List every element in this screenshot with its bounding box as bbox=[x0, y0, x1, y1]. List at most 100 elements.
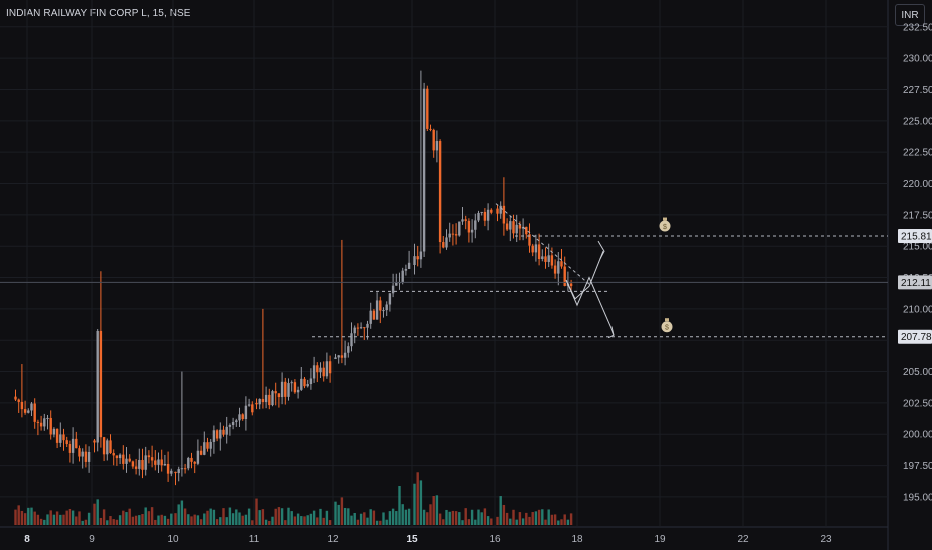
candle-body bbox=[366, 323, 369, 328]
candle-body bbox=[413, 256, 416, 265]
candle-body bbox=[231, 422, 235, 426]
volume-bar bbox=[59, 514, 62, 525]
volume-bar bbox=[96, 499, 99, 525]
volume-bar bbox=[429, 504, 432, 525]
candle-body bbox=[27, 410, 30, 413]
volume-bar bbox=[144, 507, 147, 525]
candle-body bbox=[215, 430, 219, 439]
candle-body bbox=[426, 88, 429, 129]
volume-bar bbox=[515, 519, 518, 525]
candle-body bbox=[190, 457, 193, 462]
price-tag-label: 212.11 bbox=[901, 278, 931, 289]
volume-bar bbox=[284, 520, 287, 525]
volume-bar bbox=[454, 511, 458, 525]
candle-body bbox=[353, 327, 356, 334]
candle-body bbox=[534, 244, 538, 253]
candle-body bbox=[78, 448, 81, 457]
candle-body bbox=[277, 393, 281, 398]
candle-body bbox=[251, 404, 254, 413]
volume-bar bbox=[231, 513, 235, 525]
volume-bar bbox=[334, 501, 337, 525]
candle-body bbox=[544, 256, 547, 262]
volume-bars bbox=[14, 472, 573, 525]
candle-body bbox=[196, 450, 200, 464]
candle-body bbox=[550, 255, 554, 266]
volume-bar bbox=[458, 512, 461, 525]
candle-body bbox=[65, 440, 68, 445]
volume-bar bbox=[350, 515, 353, 525]
candle-body bbox=[322, 367, 325, 377]
volume-bar bbox=[55, 511, 59, 525]
volume-bar bbox=[20, 510, 24, 525]
candle-body bbox=[477, 212, 480, 221]
volume-bar bbox=[560, 519, 563, 525]
volume-bar bbox=[340, 497, 344, 525]
candle-body bbox=[518, 224, 522, 229]
volume-bar bbox=[544, 519, 547, 525]
candle-body bbox=[241, 414, 244, 420]
volume-bar bbox=[490, 518, 493, 525]
candle-body bbox=[480, 211, 483, 213]
candle-body bbox=[343, 352, 347, 358]
candle-body bbox=[46, 417, 49, 419]
candle-body bbox=[467, 220, 471, 233]
time-tick-label: 8 bbox=[24, 534, 30, 545]
time-tick-label: 18 bbox=[571, 534, 583, 545]
candle-body bbox=[106, 440, 109, 455]
candle-body bbox=[225, 426, 228, 435]
candle-body bbox=[531, 245, 534, 253]
volume-bar bbox=[287, 507, 290, 525]
volume-bar bbox=[477, 509, 480, 525]
candle-body bbox=[39, 422, 43, 427]
price-axis[interactable]: 232.50 230.00 227.50 225.00 222.50 220.00 217.… bbox=[898, 22, 932, 503]
volume-bar bbox=[531, 512, 534, 525]
candle-body bbox=[36, 421, 40, 423]
volume-bar bbox=[84, 519, 88, 525]
volume-bar bbox=[118, 515, 122, 525]
candle-body bbox=[379, 300, 382, 311]
candle-body bbox=[328, 361, 332, 374]
volume-bar bbox=[14, 509, 17, 525]
volume-bar bbox=[138, 515, 141, 525]
volume-bar bbox=[199, 519, 203, 525]
volume-bar bbox=[496, 516, 499, 525]
volume-bar bbox=[68, 508, 72, 525]
volume-bar bbox=[62, 514, 65, 525]
candle-body bbox=[17, 399, 20, 402]
candle-body bbox=[401, 270, 404, 283]
candle-body bbox=[451, 233, 455, 235]
volume-bar bbox=[71, 510, 75, 525]
volume-bar bbox=[157, 515, 160, 525]
volume-bar bbox=[422, 509, 426, 525]
volume-bar bbox=[347, 508, 350, 525]
candle-body bbox=[340, 355, 344, 358]
volume-bar bbox=[271, 516, 274, 525]
time-axis[interactable]: 8 9 10 11 12 15 16 18 19 22 23 bbox=[24, 534, 832, 545]
volume-bar bbox=[416, 472, 419, 525]
candle-body bbox=[177, 469, 180, 474]
volume-bar bbox=[337, 504, 340, 525]
volume-bar bbox=[296, 513, 300, 525]
candle-body bbox=[442, 242, 445, 248]
candle-body bbox=[416, 256, 419, 260]
currency-button[interactable]: INR bbox=[895, 4, 925, 26]
candle-body bbox=[445, 237, 448, 248]
volume-bar bbox=[75, 516, 78, 525]
volume-bar bbox=[528, 516, 531, 525]
candle-body bbox=[84, 451, 88, 462]
price-tick-label: 202.50 bbox=[903, 398, 932, 409]
candle-body bbox=[109, 440, 112, 454]
arrow-head bbox=[597, 240, 605, 259]
volume-bar bbox=[343, 507, 347, 525]
candle-body bbox=[96, 330, 99, 443]
volume-bar bbox=[480, 512, 483, 525]
volume-bar bbox=[309, 513, 313, 525]
volume-bar bbox=[39, 518, 43, 525]
volume-bar bbox=[203, 513, 206, 525]
candle-body bbox=[306, 384, 309, 387]
volume-bar bbox=[550, 514, 554, 525]
volume-bar bbox=[17, 505, 20, 525]
price-tag bbox=[898, 229, 932, 244]
volume-bar bbox=[356, 519, 360, 525]
